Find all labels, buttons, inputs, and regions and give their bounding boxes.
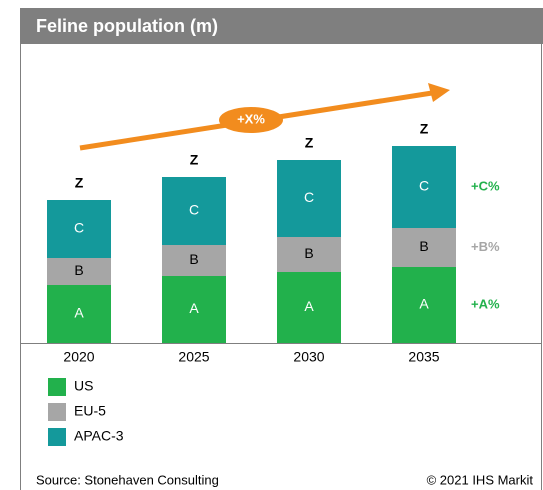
bar-segment	[392, 267, 456, 343]
segment-label: C	[74, 220, 84, 236]
bar-segment	[47, 200, 111, 258]
legend-label: APAC-3	[74, 428, 124, 444]
segment-label: B	[189, 251, 198, 267]
growth-label: +A%	[471, 296, 500, 311]
legend-label: EU-5	[74, 403, 106, 419]
legend-label: US	[74, 378, 93, 394]
source: Source: Stonehaven Consulting	[36, 472, 219, 487]
segment-label: B	[304, 245, 313, 261]
x-tick-label: 2025	[178, 349, 209, 365]
title-bar	[20, 8, 543, 44]
bar-segment	[162, 276, 226, 343]
x-tick-label: 2020	[63, 349, 94, 365]
x-tick-label: 2035	[408, 349, 439, 365]
bar-segment	[277, 237, 341, 272]
total-label: Z	[305, 135, 314, 151]
growth-label: +B%	[471, 239, 500, 254]
segment-label: A	[74, 305, 84, 321]
total-label: Z	[420, 121, 429, 137]
copyright: © 2021 IHS Markit	[427, 472, 534, 487]
trend-badge	[219, 107, 283, 133]
bar-segment	[162, 177, 226, 245]
legend-swatch	[48, 403, 66, 421]
chart-title: Feline population (m)	[36, 16, 218, 36]
total-label: Z	[190, 152, 199, 168]
bar-segment	[392, 228, 456, 267]
bar-segment	[392, 146, 456, 228]
segment-label: B	[74, 262, 83, 278]
growth-label: +C%	[471, 178, 500, 193]
segment-label: B	[419, 238, 428, 254]
bar-segment	[47, 258, 111, 285]
legend-swatch	[48, 378, 66, 396]
segment-label: C	[419, 178, 429, 194]
trend-label: +X%	[237, 111, 265, 126]
trend-arrowhead	[428, 83, 450, 102]
total-label: Z	[75, 175, 84, 191]
segment-label: C	[189, 202, 199, 218]
bar-segment	[47, 285, 111, 343]
segment-label: A	[189, 300, 199, 316]
bar-segment	[277, 160, 341, 237]
x-tick-label: 2030	[293, 349, 324, 365]
segment-label: A	[419, 296, 429, 312]
segment-label: C	[304, 189, 314, 205]
segment-label: A	[304, 298, 314, 314]
bar-segment	[277, 272, 341, 343]
legend-swatch	[48, 428, 66, 446]
bar-segment	[162, 245, 226, 276]
